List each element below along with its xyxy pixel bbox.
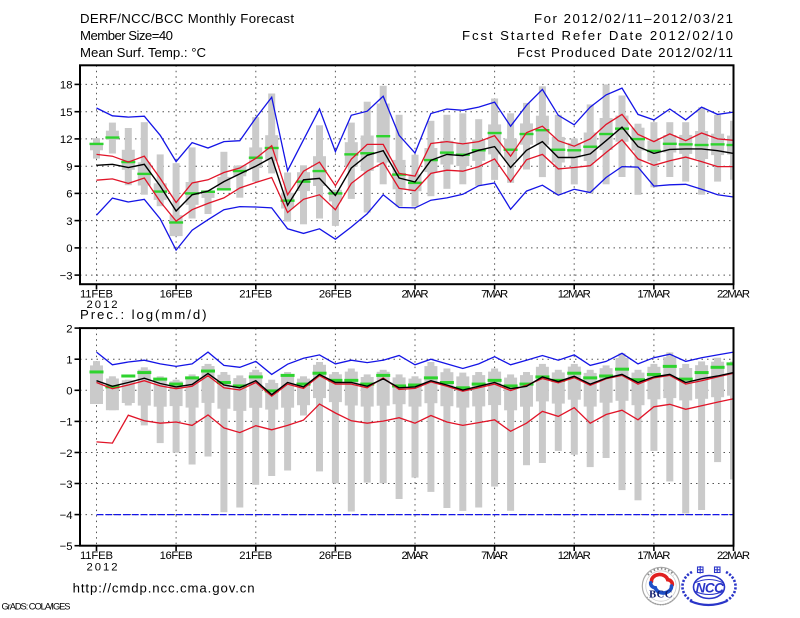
svg-text:11FEB: 11FEB <box>80 550 113 562</box>
svg-text:For 2012/02/11–2012/03/21: For 2012/02/11–2012/03/21 <box>534 11 733 26</box>
svg-text:http://cmdp.ncc.cma.gov.cn: http://cmdp.ncc.cma.gov.cn <box>73 581 255 596</box>
svg-text:BCC: BCC <box>649 590 673 601</box>
svg-text:17MAR: 17MAR <box>637 550 670 562</box>
svg-text:Prec.: log(mm/d): Prec.: log(mm/d) <box>80 307 207 322</box>
svg-text:Fcst Produced Date 2012/02/11: Fcst Produced Date 2012/02/11 <box>517 45 733 60</box>
svg-text:−1: −1 <box>60 417 73 429</box>
svg-text:16FEB: 16FEB <box>160 550 193 562</box>
svg-text:18: 18 <box>60 80 73 92</box>
svg-text:17MAR: 17MAR <box>637 289 670 301</box>
svg-text:16FEB: 16FEB <box>160 289 193 301</box>
svg-text:2012: 2012 <box>87 562 118 574</box>
svg-text:0: 0 <box>66 243 72 255</box>
svg-text:9: 9 <box>66 161 72 173</box>
svg-text:26FEB: 26FEB <box>319 289 352 301</box>
svg-text:1: 1 <box>66 355 72 367</box>
svg-text:15: 15 <box>60 107 73 119</box>
svg-text:7MAR: 7MAR <box>481 289 508 301</box>
svg-text:0: 0 <box>66 386 72 398</box>
svg-text:21FEB: 21FEB <box>239 550 272 562</box>
svg-text:−3: −3 <box>60 270 73 282</box>
svg-text:GrADS: COLA/IGES: GrADS: COLA/IGES <box>2 602 71 612</box>
svg-text:NCC: NCC <box>696 581 724 596</box>
svg-text:Mean Surf. Temp.: °C: Mean Surf. Temp.: °C <box>80 45 206 60</box>
svg-text:−3: −3 <box>60 479 73 491</box>
svg-text:Member Size=40: Member Size=40 <box>80 28 173 43</box>
svg-text:6: 6 <box>66 189 72 201</box>
svg-text:DERF/NCC/BCC Monthly Forecast: DERF/NCC/BCC Monthly Forecast <box>80 11 294 26</box>
svg-text:2MAR: 2MAR <box>402 289 429 301</box>
svg-text:−2: −2 <box>60 448 73 460</box>
svg-text:2MAR: 2MAR <box>402 550 429 562</box>
svg-text:22MAR: 22MAR <box>717 550 750 562</box>
svg-text:3: 3 <box>66 216 72 228</box>
svg-text:21FEB: 21FEB <box>239 289 272 301</box>
svg-text:22MAR: 22MAR <box>717 289 750 301</box>
svg-text:12MAR: 12MAR <box>558 289 591 301</box>
svg-text:−5: −5 <box>60 541 73 553</box>
svg-text:12MAR: 12MAR <box>558 550 591 562</box>
svg-text:12: 12 <box>60 134 73 146</box>
svg-text:2012: 2012 <box>87 299 118 311</box>
svg-text:11FEB: 11FEB <box>80 289 113 301</box>
svg-text:7MAR: 7MAR <box>481 550 508 562</box>
svg-text:−4: −4 <box>60 510 73 522</box>
svg-text:Fcst Started Refer Date 2012/0: Fcst Started Refer Date 2012/02/10 <box>462 28 733 43</box>
svg-text:26FEB: 26FEB <box>319 550 352 562</box>
svg-text:2: 2 <box>66 323 72 335</box>
